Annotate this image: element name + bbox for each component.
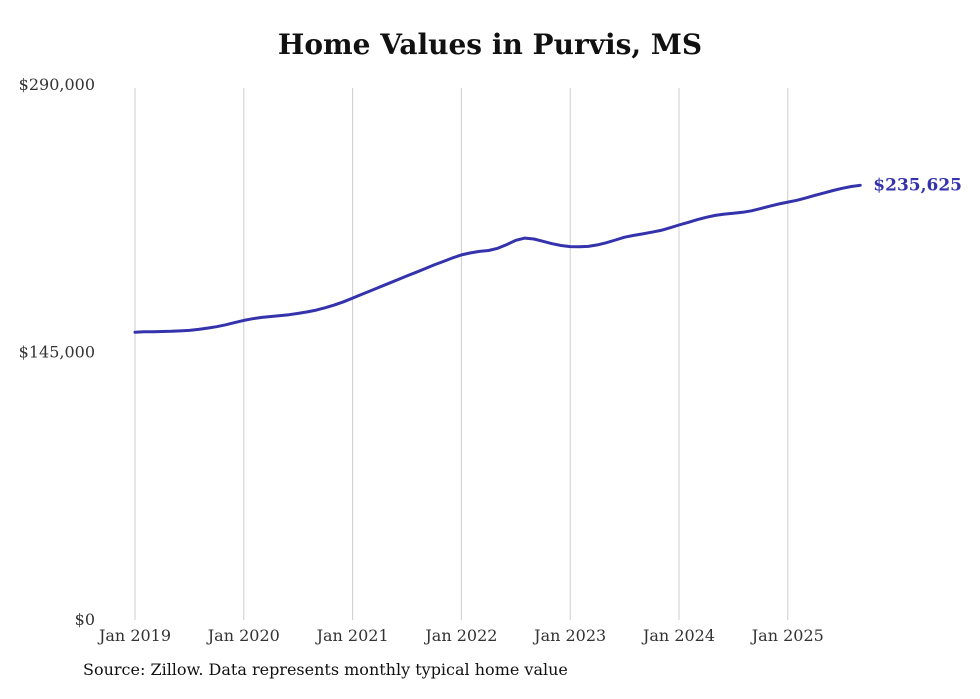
y-axis-tick-label: $290,000 [19, 75, 95, 94]
x-axis-tick-label: Jan 2019 [97, 626, 171, 645]
y-axis-tick-label: $0 [75, 610, 95, 629]
y-axis-labels: $0 $145,000 $290,000 [19, 75, 95, 629]
x-axis-tick-label: Jan 2023 [532, 626, 606, 645]
x-axis-tick-label: Jan 2024 [641, 626, 715, 645]
gridlines [134, 88, 789, 620]
x-axis-tick-label: Jan 2025 [750, 626, 824, 645]
y-axis-tick-label: $145,000 [19, 343, 95, 362]
x-axis-labels: Jan 2019 Jan 2020 Jan 2021 Jan 2022 Jan 2023… [97, 626, 824, 645]
chart-title: Home Values in Purvis, MS [277, 28, 703, 61]
x-axis-tick-label: Jan 2022 [423, 626, 497, 645]
source-note: Source: Zillow. Data represents monthly … [83, 660, 568, 679]
x-axis-tick-label: Jan 2021 [315, 626, 389, 645]
home-value-series-line [133, 183, 862, 334]
x-axis-tick-label: Jan 2020 [206, 626, 280, 645]
latest-value-label: $235,625 [873, 175, 962, 195]
